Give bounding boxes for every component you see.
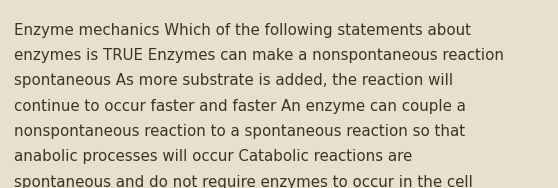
Text: enzymes is TRUE Enzymes can make a nonspontaneous reaction: enzymes is TRUE Enzymes can make a nonsp…	[14, 48, 504, 63]
Text: nonspontaneous reaction to a spontaneous reaction so that: nonspontaneous reaction to a spontaneous…	[14, 124, 465, 139]
Text: continue to occur faster and faster An enzyme can couple a: continue to occur faster and faster An e…	[14, 99, 466, 114]
Text: Enzyme mechanics Which of the following statements about: Enzyme mechanics Which of the following …	[14, 23, 471, 38]
Text: spontaneous and do not require enzymes to occur in the cell: spontaneous and do not require enzymes t…	[14, 175, 473, 188]
Text: anabolic processes will occur Catabolic reactions are: anabolic processes will occur Catabolic …	[14, 149, 412, 164]
Text: spontaneous As more substrate is added, the reaction will: spontaneous As more substrate is added, …	[14, 73, 453, 88]
